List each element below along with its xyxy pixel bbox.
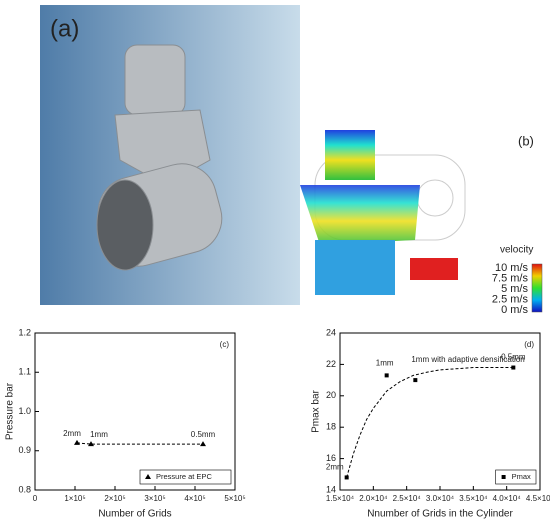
- colorbar-label: 7.5 m/s: [492, 272, 529, 284]
- panel-a-image: [40, 5, 300, 305]
- legend-box: [495, 469, 537, 485]
- point: [413, 378, 418, 383]
- x-tick-label: 2.5×10⁴: [393, 494, 422, 503]
- colorbar-label: 2.5 m/s: [492, 293, 529, 305]
- plot-frame: [34, 332, 236, 491]
- legend-label: Pressure at EPC: [156, 472, 212, 481]
- legend-box: [139, 469, 232, 485]
- colorbar-label: 0 m/s: [501, 304, 528, 316]
- fit-line: [346, 367, 514, 478]
- panel-label: (c): [220, 340, 230, 349]
- point: [74, 439, 80, 445]
- point: [200, 441, 206, 447]
- x-tick-label: 3.0×10⁴: [426, 494, 455, 503]
- panel-label: (d): [524, 340, 534, 349]
- x-tick-label: 4.0×10⁴: [493, 494, 522, 503]
- y-tick-label: 24: [326, 327, 336, 337]
- x-tick-label: 3×10⁵: [144, 494, 165, 503]
- colorbar-label: 10 m/s: [495, 262, 529, 274]
- point-label: 1mm with adaptive densification: [411, 355, 524, 364]
- point: [511, 365, 516, 370]
- panel-label: (a): [50, 15, 79, 42]
- y-axis-label: Pressure bar: [5, 382, 16, 440]
- colorbar: [531, 263, 543, 313]
- point-label: 1mm: [376, 358, 394, 367]
- x-tick-label: 2.0×10⁴: [359, 494, 388, 503]
- x-axis-label: Number of Grids: [98, 509, 171, 520]
- x-tick-label: 3.5×10⁴: [459, 494, 488, 503]
- y-tick-label: 14: [326, 484, 336, 494]
- x-tick-label: 4.5×10⁴: [526, 494, 550, 503]
- panel-b-image: [300, 130, 466, 295]
- legend-label: Pmax: [512, 472, 531, 481]
- panel-label: (b): [518, 133, 534, 148]
- point: [88, 441, 94, 447]
- point-label: 2mm: [63, 429, 81, 438]
- legend-marker: [501, 475, 506, 479]
- x-tick-label: 2×10⁵: [104, 494, 125, 503]
- x-tick-label: 1.5×10⁴: [326, 494, 355, 503]
- y-tick-label: 20: [326, 390, 336, 400]
- y-tick-label: 18: [326, 422, 336, 432]
- legend-title: velocity: [500, 245, 533, 256]
- x-axis-label: Nnumber of Grids in the Cylinder: [367, 509, 513, 520]
- x-tick-label: 5×10⁵: [224, 494, 245, 503]
- fit-line: [76, 442, 203, 445]
- x-tick-label: 0: [33, 494, 38, 503]
- y-tick-label: 1.0: [18, 406, 31, 416]
- y-tick-label: 22: [326, 359, 336, 369]
- point: [384, 373, 389, 378]
- y-tick-label: 1.2: [18, 327, 31, 337]
- y-axis-label: Pmax bar: [311, 389, 322, 432]
- point-label: 1mm: [90, 430, 108, 439]
- y-tick-label: 0.9: [18, 445, 31, 455]
- x-tick-label: 1×10⁵: [64, 494, 85, 503]
- point-label: 0.5mm: [191, 430, 216, 439]
- point-label: 0.5mm: [501, 353, 526, 362]
- legend-marker: [145, 474, 151, 479]
- colorbar-label: 5 m/s: [501, 283, 528, 295]
- y-tick-label: 1.1: [18, 367, 31, 377]
- point-label: 2mm: [326, 463, 344, 472]
- x-tick-label: 4×10⁵: [184, 494, 205, 503]
- y-tick-label: 0.8: [18, 484, 31, 494]
- y-tick-label: 16: [326, 453, 336, 463]
